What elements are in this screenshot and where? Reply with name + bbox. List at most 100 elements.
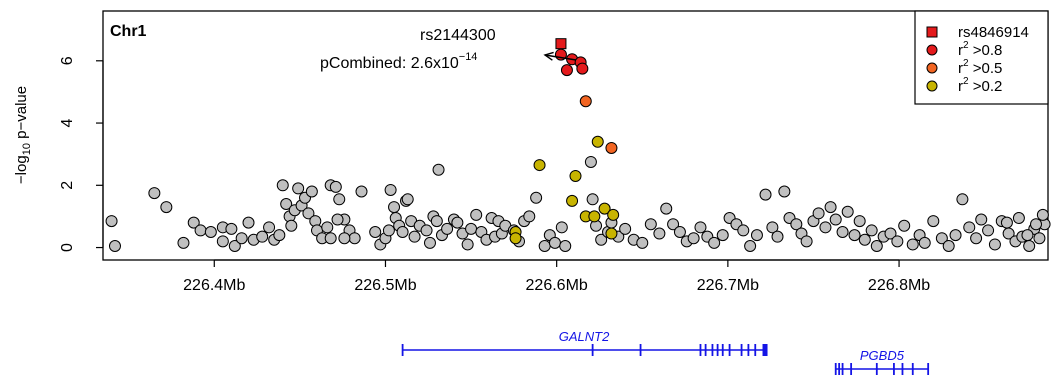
snp-point-high	[576, 62, 589, 75]
snp-point-other	[619, 222, 632, 235]
snp-point-other	[982, 224, 995, 237]
snp-point-high	[560, 64, 573, 77]
snp-point-other	[667, 218, 680, 231]
snp-point-other	[927, 215, 940, 228]
snp-point-other	[461, 238, 474, 251]
snp-point-other	[853, 215, 866, 228]
x-tick-label: 226.7Mb	[697, 277, 759, 294]
snp-point-other	[898, 219, 911, 232]
snp-point-other	[523, 210, 536, 223]
snp-point-other	[235, 232, 248, 245]
snp-point-other	[276, 179, 289, 192]
top-snp-annotation: rs2144300 pCombined: 2.6x10−14	[320, 27, 577, 72]
snp-point-other	[906, 238, 919, 251]
legend-marker-circle	[926, 44, 938, 56]
snp-point-low	[598, 202, 611, 215]
snp-point-other	[636, 236, 649, 249]
snp-point-other	[548, 236, 561, 249]
snp-point-other	[329, 180, 342, 193]
legend-label-threshold: >0.5	[969, 60, 1003, 77]
annotation-pvalue: pCombined: 2.6x10−14	[320, 51, 477, 72]
snp-point-other	[263, 221, 276, 234]
y-tick-label: 6	[59, 56, 76, 65]
legend-label-main: r	[958, 42, 963, 59]
snp-point-other	[432, 163, 445, 176]
legend-label-main: r	[958, 78, 963, 95]
snp-point-other	[708, 236, 721, 249]
snp-point-other	[660, 202, 673, 215]
snp-point-other	[333, 193, 346, 206]
y-tick-label: 0	[59, 243, 76, 252]
snp-point-other	[891, 235, 904, 248]
snp-point-other	[228, 239, 241, 252]
legend-label-threshold: >0.2	[969, 78, 1003, 95]
snp-point-other	[595, 233, 608, 246]
snp-point-other	[988, 238, 1001, 251]
snp-point-other	[759, 188, 772, 201]
snp-point-other	[285, 219, 298, 232]
snp-point-other	[949, 229, 962, 242]
snp-point-other	[935, 232, 948, 245]
snp-point-other	[530, 191, 543, 204]
y-tick-label: 2	[59, 181, 76, 190]
gene-track: GALNT2 PGBD5	[401, 329, 930, 375]
snp-point-other	[369, 225, 382, 238]
snp-point-other	[420, 224, 433, 237]
snp-point-other	[1030, 218, 1043, 231]
y-axis-label-sub: 10	[21, 143, 33, 155]
legend-marker-circle	[926, 62, 938, 74]
snp-point-other	[653, 227, 666, 240]
legend-label-main: r	[958, 60, 963, 77]
snp-point-other	[324, 232, 337, 245]
snp-point-other	[187, 216, 200, 229]
snp-point-other	[771, 230, 784, 243]
snp-point-other	[382, 224, 395, 237]
y-axis-label-rest: p−value	[13, 86, 30, 143]
snp-point-other	[423, 236, 436, 249]
snp-point-low	[588, 210, 601, 223]
snp-point-low	[509, 232, 522, 245]
snp-point-other	[292, 182, 305, 195]
snp-point-other	[586, 193, 599, 206]
snp-point-low	[605, 227, 618, 240]
snp-point-other	[470, 208, 483, 221]
snp-point-low	[566, 194, 579, 207]
legend-label-sup: 2	[963, 40, 969, 51]
snp-point-other	[355, 185, 368, 198]
snp-point-other	[865, 224, 878, 237]
snp-point-other	[388, 201, 401, 214]
snp-point-other	[216, 235, 229, 248]
snp-point-other	[451, 216, 464, 229]
snp-point-other	[884, 227, 897, 240]
snp-point-other	[800, 235, 813, 248]
snp-point-other	[555, 221, 568, 234]
snp-point-low	[607, 208, 620, 221]
snp-point-other	[105, 215, 118, 228]
snp-point-other	[194, 224, 207, 237]
snp-point-other	[766, 221, 779, 234]
gene-label: GALNT2	[559, 329, 610, 344]
x-tick-label: 226.8Mb	[868, 277, 930, 294]
snp-point-other	[836, 225, 849, 238]
snp-point-other	[225, 222, 238, 235]
snp-point-other	[1021, 229, 1034, 242]
snp-point-other	[273, 229, 286, 242]
snp-point-other	[819, 221, 832, 234]
snp-point-mid	[579, 95, 592, 108]
snp-point-other	[108, 239, 121, 252]
snp-point-other	[338, 232, 351, 245]
panel-label: Chr1	[110, 23, 147, 40]
legend-label: rs4846914	[958, 24, 1029, 41]
snp-point-other	[750, 229, 763, 242]
data-points	[105, 38, 1051, 252]
legend-marker-square	[926, 26, 938, 38]
snp-point-other	[242, 216, 255, 229]
legend-label-sup: 2	[963, 76, 969, 87]
snp-point-other	[970, 232, 983, 245]
annotation-pvalue-exponent: −14	[459, 51, 478, 63]
snp-point-other	[384, 183, 397, 196]
annotation-snp-label: rs2144300	[420, 27, 496, 44]
legend-label: r2 >0.8	[958, 40, 1002, 59]
